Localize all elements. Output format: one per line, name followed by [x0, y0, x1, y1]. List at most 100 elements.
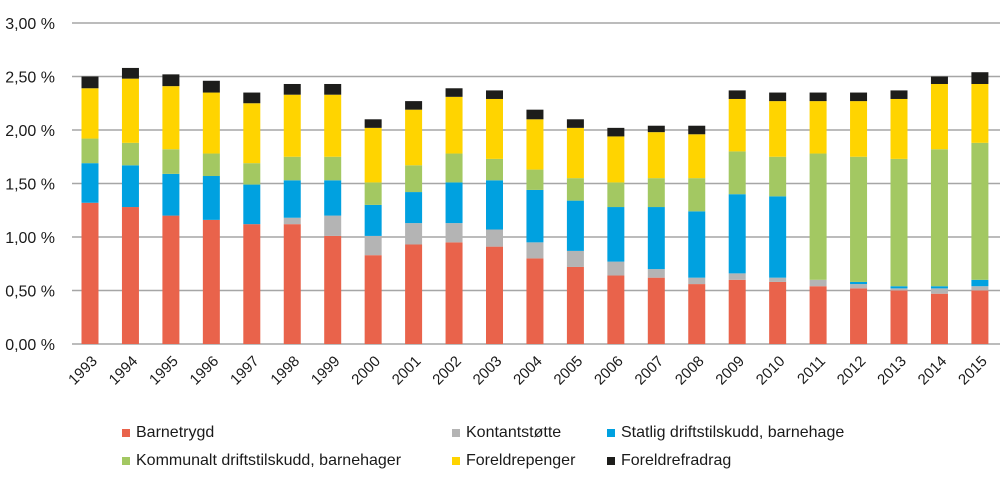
bar-segment — [445, 96, 463, 154]
bar-segment — [283, 83, 301, 95]
bar-segment — [850, 101, 868, 157]
bar-segment — [526, 109, 544, 120]
legend-swatch — [122, 429, 130, 437]
bar-segment — [607, 261, 625, 276]
legend-swatch — [122, 457, 130, 465]
bar-segment — [405, 192, 423, 224]
bar-segment — [769, 156, 787, 197]
bar-segment — [890, 290, 908, 344]
bar-stack-1997 — [243, 92, 261, 344]
bar-segment — [243, 224, 261, 344]
bar-segment — [81, 163, 99, 203]
x-axis-ticks: 1993 1994 1995 1996 1997 1998 1999 2000 2001 2002… — [65, 353, 991, 389]
bar-segment — [688, 178, 706, 212]
bar-segment — [809, 101, 827, 154]
legend-label: Foreldrepenger — [466, 452, 576, 469]
bar-segment — [526, 119, 544, 170]
legend-label: Foreldrefradrag — [621, 452, 732, 469]
bar-segment — [324, 235, 342, 344]
bar-segment — [809, 153, 827, 280]
bar-segment — [526, 242, 544, 259]
legend-label: Kontantstøtte — [466, 424, 562, 441]
bar-stack-1995 — [162, 74, 180, 344]
bar-segment — [202, 219, 220, 344]
bar-segment — [607, 127, 625, 137]
bar-segment — [486, 246, 503, 344]
bar-segment — [121, 142, 139, 166]
bar-segment — [647, 125, 665, 133]
legend-item-statlig-driftstilskudd[interactable]: Statlig driftstilskudd, barnehage — [607, 424, 844, 442]
bar-stack-2015 — [971, 72, 989, 344]
legend-swatch — [452, 429, 460, 437]
legend-item-barnetrygd[interactable]: Barnetrygd — [122, 424, 214, 442]
x-tick-label: 2015 — [955, 353, 991, 389]
legend-item-kommunalt-driftstilskudd[interactable]: Kommunalt driftstilskudd, barnehager — [122, 452, 401, 470]
bar-stack-2013 — [890, 90, 908, 344]
bar-stack-2012 — [850, 92, 868, 344]
bar-segment — [647, 132, 665, 179]
bar-segment — [405, 109, 423, 166]
bar-segment — [647, 277, 665, 344]
x-tick-label: 2006 — [591, 353, 627, 389]
bar-segment — [121, 165, 139, 208]
bar-segment — [283, 224, 301, 344]
legend-swatch — [452, 457, 460, 465]
bar-segment — [971, 286, 989, 291]
bar-stack-2014 — [930, 76, 948, 344]
bar-stack-2009 — [728, 90, 746, 344]
bar-segment — [81, 202, 99, 344]
bar-stack-1994 — [121, 67, 139, 344]
bar-segment — [445, 153, 463, 183]
bar-segment — [405, 223, 423, 245]
bar-segment — [324, 94, 342, 157]
x-tick-label: 1996 — [187, 353, 223, 389]
bar-segment — [162, 149, 180, 174]
bar-segment — [526, 189, 544, 243]
bar-segment — [769, 196, 787, 278]
x-tick-label: 2000 — [348, 353, 384, 389]
bar-segment — [688, 125, 706, 135]
bar-segment — [566, 127, 584, 179]
bar-stack-2002 — [445, 88, 463, 344]
legend-item-kontantstotte[interactable]: Kontantstøtte — [452, 424, 561, 442]
legend-item-foreldrefradrag[interactable]: Foreldrefradrag — [607, 452, 731, 470]
bar-segment — [283, 156, 301, 181]
bar-segment — [283, 94, 301, 157]
bar-stack-2000 — [364, 119, 382, 344]
bar-segment — [202, 176, 220, 220]
bar-segment — [243, 163, 261, 185]
bar-segment — [971, 142, 989, 280]
legend-item-foreldrepenger[interactable]: Foreldrepenger — [452, 452, 575, 470]
bar-segment — [647, 207, 665, 270]
bar-stack-1993 — [81, 76, 99, 344]
bar-segment — [688, 284, 706, 344]
bar-segment — [971, 72, 989, 84]
bar-segment — [324, 215, 342, 236]
legend-swatch — [607, 429, 615, 437]
bar-segment — [890, 98, 908, 159]
bar-segment — [202, 92, 220, 154]
bar-segment — [445, 223, 463, 243]
bar-segment — [890, 158, 908, 287]
bar-segment — [324, 156, 342, 181]
bar-segment — [728, 279, 746, 344]
bar-segment — [890, 286, 908, 289]
bar-segment — [405, 244, 423, 344]
bar-stack-2005 — [566, 119, 584, 344]
bar-segment — [486, 90, 503, 99]
bar-segment — [283, 217, 301, 225]
bar-segment — [81, 76, 99, 89]
x-tick-label: 2002 — [429, 353, 465, 389]
bar-stack-2003 — [486, 90, 503, 344]
legend-label: Statlig driftstilskudd, barnehage — [621, 424, 845, 441]
x-tick-label: 2009 — [712, 353, 748, 389]
bar-segment — [930, 286, 948, 289]
bar-segment — [728, 98, 746, 152]
bar-segment — [405, 165, 423, 193]
bar-stack-1996 — [202, 80, 220, 344]
bar-segment — [647, 178, 665, 208]
bar-segment — [850, 288, 868, 344]
bar-segment — [445, 88, 463, 97]
x-tick-label: 2003 — [470, 353, 506, 389]
bar-segment — [971, 290, 989, 344]
